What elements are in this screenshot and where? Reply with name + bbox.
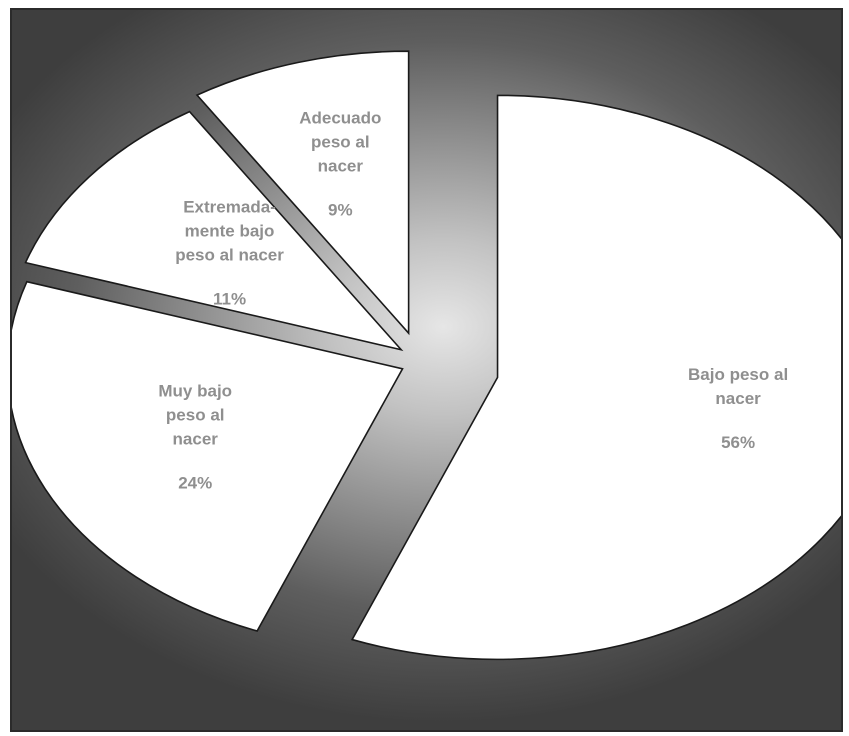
slice-category-label: peso al nacer xyxy=(175,246,284,265)
slice-category-label: Adecuado xyxy=(299,108,381,127)
slice-label-4: Adecuado peso al nacer 9% xyxy=(299,108,381,219)
slice-value-label: 11% xyxy=(213,290,246,309)
slice-label-2: Muy bajo peso al nacer 24% xyxy=(158,381,232,492)
slice-category-label: Muy bajo xyxy=(158,381,232,400)
slice-category-label: nacer xyxy=(715,389,761,408)
pie-slice-2 xyxy=(12,280,404,632)
pie-slice-1 xyxy=(350,94,841,661)
slice-category-label: nacer xyxy=(318,156,364,175)
chart-frame: Bajo peso al nacer 56% Muy bajo peso al nacer… xyxy=(10,8,843,732)
slice-category-label: mente bajo xyxy=(185,222,275,241)
pie-slice-4 xyxy=(195,50,410,336)
slice-category-label: peso al xyxy=(311,132,370,151)
slice-value-label: 9% xyxy=(328,200,353,219)
slice-label-3: Extremada-mente bajo peso al nacer 11% xyxy=(175,198,284,309)
slice-label-1: Bajo peso al nacer 56% xyxy=(688,365,788,452)
pie-slice-3 xyxy=(24,110,404,352)
slice-category-label: Bajo peso al xyxy=(688,365,788,384)
slice-category-label: Extremada- xyxy=(183,198,276,217)
slice-value-label: 24% xyxy=(178,473,212,492)
slice-category-label: nacer xyxy=(173,429,219,448)
slice-value-label: 56% xyxy=(721,433,755,452)
pie-chart: Bajo peso al nacer 56% Muy bajo peso al nacer… xyxy=(12,50,841,661)
slice-category-label: peso al xyxy=(166,405,225,424)
